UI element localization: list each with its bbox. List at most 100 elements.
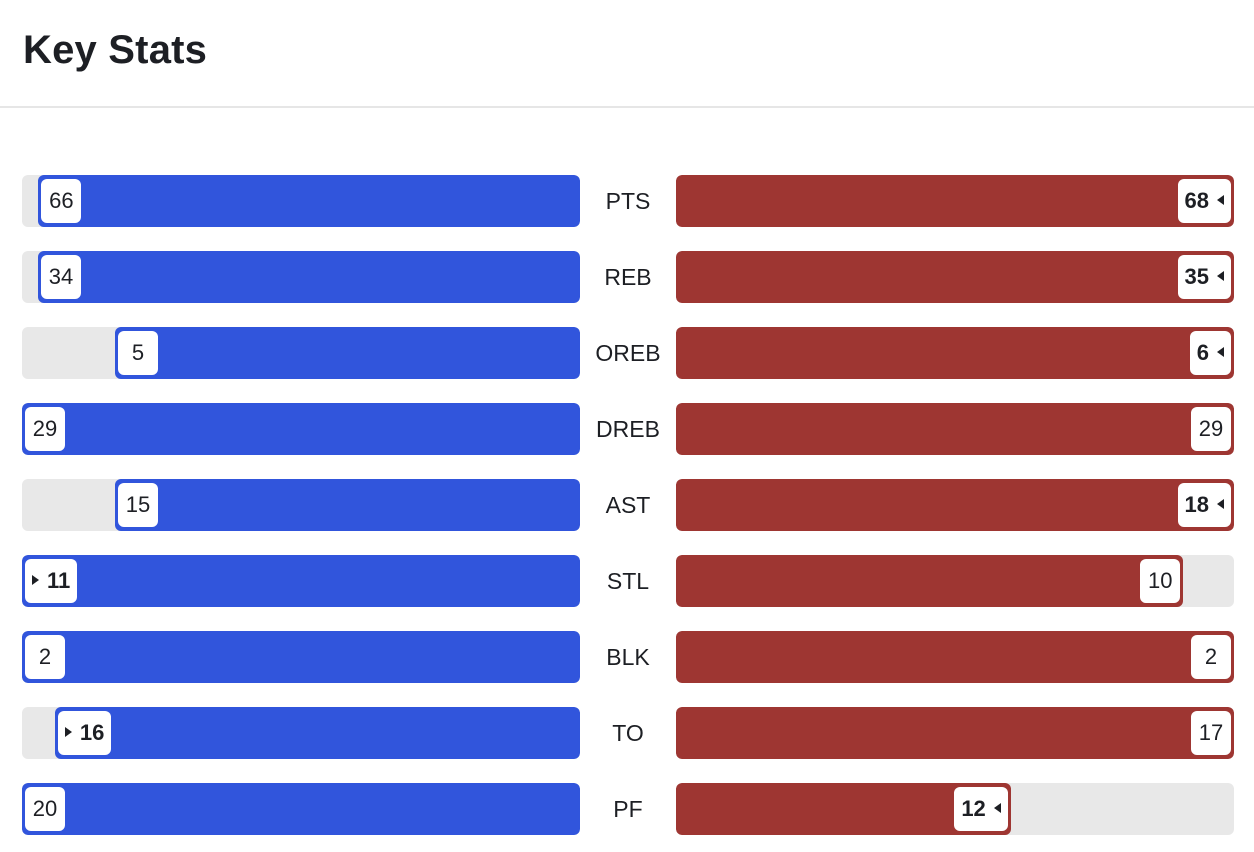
left-team-bar: 2 <box>22 631 580 683</box>
left-team-value: 66 <box>41 179 82 223</box>
right-team-value: 29 <box>1191 407 1231 451</box>
right-team-value-text: 29 <box>1198 416 1224 441</box>
left-team-value: 5 <box>118 331 158 375</box>
leader-arrow-icon <box>1217 347 1224 358</box>
right-team-track: 18 <box>676 479 1234 531</box>
right-team-bar: 10 <box>676 555 1184 607</box>
left-team-track: 2 <box>22 631 580 683</box>
right-team-value: 2 <box>1191 635 1231 679</box>
right-team-value-text: 35 <box>1184 264 1209 289</box>
stat-label: TO <box>612 720 644 746</box>
right-team-value-text: 17 <box>1198 720 1224 745</box>
right-team-value: 12 <box>954 787 1008 831</box>
stat-row: 5 OREB 6 <box>0 327 1254 379</box>
leader-arrow-icon <box>1217 195 1224 206</box>
stat-label: STL <box>606 568 650 594</box>
page-title: Key Stats <box>23 28 208 72</box>
left-team-value: 16 <box>57 711 112 755</box>
left-team-track: 5 <box>22 327 580 379</box>
stat-row: 29 DREB 29 <box>0 403 1254 455</box>
right-team-value: 35 <box>1177 255 1231 299</box>
right-team-value: 18 <box>1177 483 1231 527</box>
right-team-value-text: 6 <box>1196 340 1209 365</box>
right-team-value-text: 68 <box>1184 188 1209 213</box>
right-team-bar: 6 <box>676 327 1234 379</box>
stat-label: AST <box>605 492 651 518</box>
right-team-value-text: 12 <box>961 796 986 821</box>
right-team-bar: 29 <box>676 403 1234 455</box>
right-team-bar: 35 <box>676 251 1234 303</box>
right-team-bar: 12 <box>676 783 1011 835</box>
left-team-value-text: 20 <box>32 796 58 821</box>
left-team-value: 11 <box>25 559 78 603</box>
right-team-bar: 2 <box>676 631 1234 683</box>
stat-row: 66 PTS 68 <box>0 175 1254 227</box>
left-team-value: 2 <box>25 635 65 679</box>
right-team-value: 6 <box>1189 331 1231 375</box>
stat-row: 11 STL 10 <box>0 555 1254 607</box>
stat-row: 15 AST 18 <box>0 479 1254 531</box>
leader-arrow-icon <box>1217 499 1224 510</box>
left-team-bar: 11 <box>22 555 580 607</box>
right-team-track: 2 <box>676 631 1234 683</box>
left-team-value-text: 29 <box>32 416 58 441</box>
left-team-track: 34 <box>22 251 580 303</box>
right-team-value-text: 18 <box>1184 492 1209 517</box>
right-team-track: 29 <box>676 403 1234 455</box>
right-team-value: 17 <box>1191 711 1231 755</box>
left-team-track: 16 <box>22 707 580 759</box>
left-team-track: 29 <box>22 403 580 455</box>
left-team-value: 29 <box>25 407 65 451</box>
right-team-track: 68 <box>676 175 1234 227</box>
right-team-bar: 18 <box>676 479 1234 531</box>
left-team-value-text: 11 <box>47 568 71 593</box>
left-team-bar: 20 <box>22 783 580 835</box>
left-team-track: 66 <box>22 175 580 227</box>
left-team-value-text: 5 <box>131 340 145 365</box>
left-team-track: 20 <box>22 783 580 835</box>
right-team-track: 35 <box>676 251 1234 303</box>
stat-label: REB <box>604 264 652 290</box>
left-team-bar: 29 <box>22 403 580 455</box>
right-team-value-text: 2 <box>1204 644 1218 669</box>
right-team-track: 12 <box>676 783 1234 835</box>
stat-label: PTS <box>605 188 651 214</box>
left-team-value: 34 <box>40 255 81 299</box>
left-team-bar: 15 <box>115 479 580 531</box>
stat-label: DREB <box>596 416 660 442</box>
stat-label: PF <box>613 796 643 822</box>
left-team-value-text: 16 <box>79 720 105 745</box>
right-team-track: 6 <box>676 327 1234 379</box>
stat-label: OREB <box>595 340 661 366</box>
right-team-value: 10 <box>1140 559 1181 603</box>
left-team-value: 20 <box>25 787 65 831</box>
right-team-track: 17 <box>676 707 1234 759</box>
left-team-value-text: 66 <box>49 188 74 213</box>
leader-arrow-icon <box>993 803 1001 814</box>
left-team-value-text: 2 <box>38 644 52 669</box>
left-team-bar: 66 <box>38 175 580 227</box>
left-team-track: 11 <box>22 555 580 607</box>
header: Key Stats <box>0 0 1254 108</box>
stat-row: 16 TO 17 <box>0 707 1254 759</box>
stat-row: 20 PF 12 <box>0 783 1254 835</box>
leader-arrow-icon <box>64 727 72 738</box>
leader-arrow-icon <box>32 575 39 586</box>
left-team-track: 15 <box>22 479 580 531</box>
left-team-value-text: 34 <box>48 264 74 289</box>
right-team-bar: 17 <box>676 707 1234 759</box>
stat-row: 34 REB 35 <box>0 251 1254 303</box>
right-team-bar: 68 <box>676 175 1234 227</box>
left-team-bar: 16 <box>54 707 580 759</box>
left-team-bar: 34 <box>37 251 580 303</box>
stat-row: 2 BLK 2 <box>0 631 1254 683</box>
right-team-track: 10 <box>676 555 1234 607</box>
stat-label: BLK <box>606 644 650 670</box>
left-team-value: 15 <box>118 483 158 527</box>
right-team-value: 68 <box>1177 179 1231 223</box>
left-team-value-text: 15 <box>125 492 151 517</box>
leader-arrow-icon <box>1217 271 1224 282</box>
left-team-bar: 5 <box>115 327 580 379</box>
right-team-value-text: 10 <box>1148 568 1173 593</box>
